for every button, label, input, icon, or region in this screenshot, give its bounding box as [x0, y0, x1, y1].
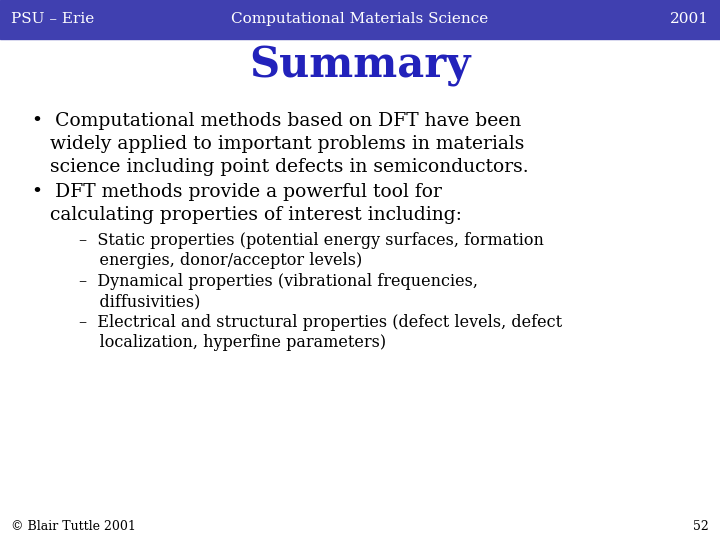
Text: –  Dynamical properties (vibrational frequencies,: – Dynamical properties (vibrational freq… — [79, 273, 478, 290]
Text: © Blair Tuttle 2001: © Blair Tuttle 2001 — [11, 520, 135, 533]
Text: PSU – Erie: PSU – Erie — [11, 12, 94, 26]
Text: calculating properties of interest including:: calculating properties of interest inclu… — [32, 206, 462, 224]
Text: •  Computational methods based on DFT have been: • Computational methods based on DFT hav… — [32, 112, 522, 131]
Text: widely applied to important problems in materials: widely applied to important problems in … — [32, 135, 525, 153]
Text: –  Static properties (potential energy surfaces, formation: – Static properties (potential energy su… — [79, 232, 544, 249]
Text: diffusivities): diffusivities) — [79, 293, 201, 310]
FancyBboxPatch shape — [0, 0, 720, 39]
Text: •  DFT methods provide a powerful tool for: • DFT methods provide a powerful tool fo… — [32, 183, 442, 201]
Text: 52: 52 — [693, 520, 709, 533]
Text: –  Electrical and structural properties (defect levels, defect: – Electrical and structural properties (… — [79, 314, 562, 331]
Text: Computational Materials Science: Computational Materials Science — [231, 12, 489, 26]
Text: localization, hyperfine parameters): localization, hyperfine parameters) — [79, 334, 387, 352]
Text: 2001: 2001 — [670, 12, 709, 26]
Text: energies, donor/acceptor levels): energies, donor/acceptor levels) — [79, 252, 362, 269]
Text: Summary: Summary — [249, 45, 471, 87]
Text: science including point defects in semiconductors.: science including point defects in semic… — [32, 158, 529, 176]
